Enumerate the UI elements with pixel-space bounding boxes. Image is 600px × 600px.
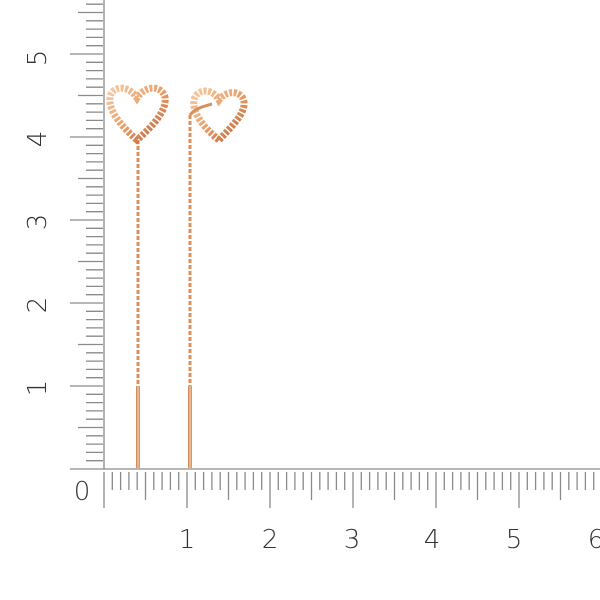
threader-bar — [188, 386, 192, 468]
h-label-4: 4 — [424, 525, 441, 555]
v-label-4: 4 — [23, 131, 53, 148]
h-label-1: 1 — [179, 525, 196, 555]
earring-right — [188, 87, 248, 468]
v-label-1: 1 — [23, 380, 53, 397]
v-label-5: 5 — [23, 50, 53, 67]
heart-charm — [190, 87, 248, 145]
h-label-6: 6 — [588, 525, 600, 555]
h-label-0: 0 — [74, 477, 91, 507]
h-label-3: 3 — [344, 525, 361, 555]
ruler-ticks — [70, 0, 600, 508]
ruler-labels: 0 1 2 3 4 5 6 1 2 3 4 5 — [23, 50, 600, 555]
h-label-5: 5 — [506, 525, 523, 555]
v-label-2: 2 — [23, 297, 53, 314]
earring-left — [106, 84, 169, 468]
threader-bar — [136, 386, 140, 468]
v-label-3: 3 — [23, 214, 53, 231]
heart-charm — [106, 84, 169, 145]
h-label-2: 2 — [262, 525, 279, 555]
chain-link — [188, 102, 213, 116]
